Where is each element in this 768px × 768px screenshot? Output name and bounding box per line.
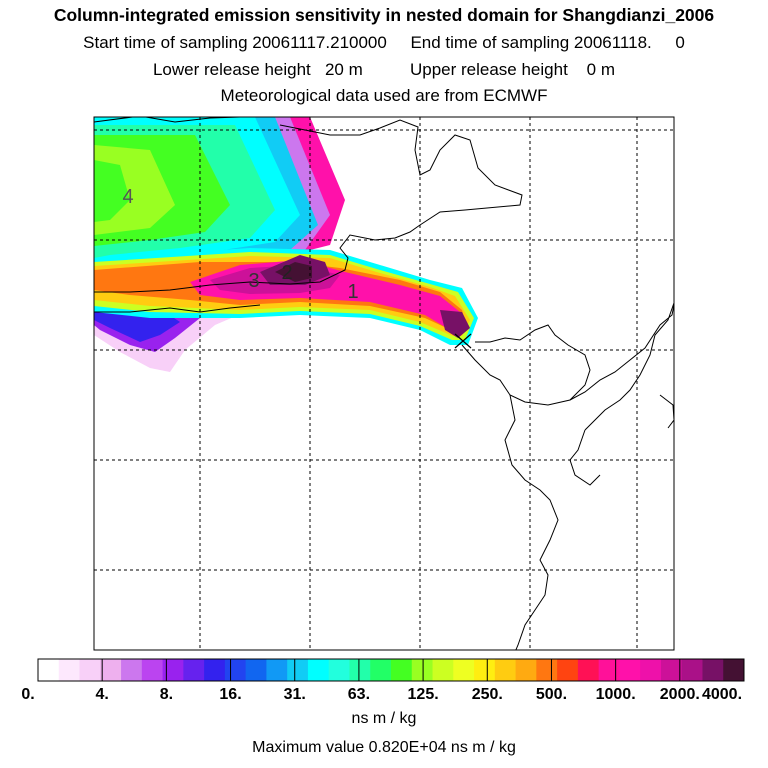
plume-lower-fringe — [94, 300, 250, 372]
lat-lon-grid — [94, 117, 674, 650]
contour-label-3: 3 — [248, 270, 259, 292]
colorbar-swatch — [432, 659, 454, 681]
colorbar-swatch — [307, 659, 330, 681]
maximum-value-note: Maximum value 0.820E+04 ns m / kg — [252, 739, 516, 756]
plume-core-darkest — [275, 262, 312, 282]
plume-main-yellowgreen — [94, 252, 474, 340]
colorbar-swatch — [474, 659, 496, 681]
map-area — [94, 117, 674, 650]
colorbar-swatch — [183, 659, 205, 681]
coastline-korea — [569, 301, 674, 431]
coastlines — [94, 117, 674, 650]
plume-lower-purple — [94, 305, 200, 352]
contour-label-2: 2 — [281, 262, 292, 284]
colorbar-swatch — [224, 659, 247, 681]
coastline-south — [94, 304, 261, 313]
colorbar-swatch — [245, 659, 267, 681]
sampling-time-line: Start time of sampling 20061117.210000 E… — [83, 33, 685, 52]
plume-lower-blue — [94, 308, 180, 342]
coastline-main — [94, 119, 523, 293]
colorbar-swatch — [494, 659, 517, 681]
colorbar-swatch — [453, 659, 475, 681]
colorbar-tick-labels: 0. 4. 8. 16. 31. 63. 125. 250. 500. 1000. 2000. 400… — [21, 686, 742, 703]
colorbar-swatch — [723, 659, 745, 681]
colorbar-swatch — [660, 659, 683, 681]
plume-magenta-edge — [94, 117, 345, 285]
plume-cyan-band — [94, 117, 300, 265]
colorbar-tick-label: 31. — [284, 686, 306, 703]
coastline-island — [659, 394, 674, 429]
plume-yellowgreen-band — [94, 145, 175, 235]
colorbar — [37, 658, 745, 682]
colorbar-swatch — [515, 659, 537, 681]
colorbar-tick-label: 500. — [536, 686, 567, 703]
colorbar-swatch — [702, 659, 724, 681]
plume-main-orange — [94, 256, 470, 336]
colorbar-swatch — [287, 659, 309, 681]
plume-green-core — [94, 160, 130, 222]
plot-title: Column-integrated emission sensitivity i… — [53, 5, 715, 25]
colorbar-swatch — [619, 659, 641, 681]
colorbar-tick-label: 250. — [472, 686, 503, 703]
plume-main-magenta — [190, 260, 462, 330]
colorbar-swatch — [391, 659, 413, 681]
coastline-korea-south — [569, 429, 601, 486]
colorbar-swatch — [266, 659, 288, 681]
colorbar-tick-label: 2000. — [660, 686, 700, 703]
plume-blue-band — [94, 117, 318, 272]
colorbar-tick-label: 4000. — [702, 686, 742, 703]
colorbar-units: ns m / kg — [351, 710, 417, 727]
colorbar-frame — [37, 658, 745, 682]
colorbar-swatch — [536, 659, 558, 681]
colorbar-swatch — [640, 659, 662, 681]
colorbar-swatch — [328, 659, 350, 681]
coastline-peninsula — [461, 324, 591, 406]
colorbar-swatch — [204, 659, 226, 681]
colorbar-swatch — [557, 659, 579, 681]
plume-aqua-band — [94, 125, 275, 258]
emission-sensitivity-field — [94, 117, 478, 372]
colorbar-tick-label: 8. — [160, 686, 173, 703]
colorbar-swatch — [38, 659, 60, 681]
plume-violet-band — [94, 117, 330, 280]
plume-main-red — [94, 262, 466, 332]
met-data-line: Meteorological data used are from ECMWF — [220, 86, 548, 105]
colorbar-swatch — [162, 659, 184, 681]
colorbar-swatch — [100, 659, 122, 681]
coastline-north — [94, 117, 241, 123]
colorbar-swatch — [681, 659, 703, 681]
contour-label-4: 4 — [122, 186, 133, 208]
colorbar-swatch — [121, 659, 143, 681]
colorbar-swatch — [58, 659, 81, 681]
colorbar-swatch — [577, 659, 600, 681]
plume-core-purple — [210, 265, 340, 294]
colorbar-swatch — [141, 659, 164, 681]
map-frame — [93, 116, 675, 651]
colorbar-tick-label: 1000. — [596, 686, 636, 703]
colorbar-swatch — [349, 659, 371, 681]
receptor-marker — [454, 333, 472, 349]
plume-main-cyan — [94, 248, 478, 345]
plume-core-dark — [260, 255, 330, 285]
colorbar-swatch — [598, 659, 620, 681]
colorbar-swatch — [411, 659, 434, 681]
colorbar-tick-label: 63. — [348, 686, 370, 703]
coastline-east — [504, 394, 559, 650]
plume-receptor-dark — [440, 310, 470, 338]
contour-label-1: 1 — [347, 281, 358, 303]
colorbar-tick-label: 0. — [21, 686, 34, 703]
colorbar-swatch — [370, 659, 392, 681]
plume-green-band — [94, 135, 230, 246]
colorbar-tick-label: 125. — [408, 686, 439, 703]
colorbar-tick-label: 16. — [219, 686, 241, 703]
release-height-line: Lower release height 20 m Upper release … — [152, 60, 616, 79]
colorbar-tick-label: 4. — [96, 686, 109, 703]
colorbar-swatch — [79, 659, 101, 681]
